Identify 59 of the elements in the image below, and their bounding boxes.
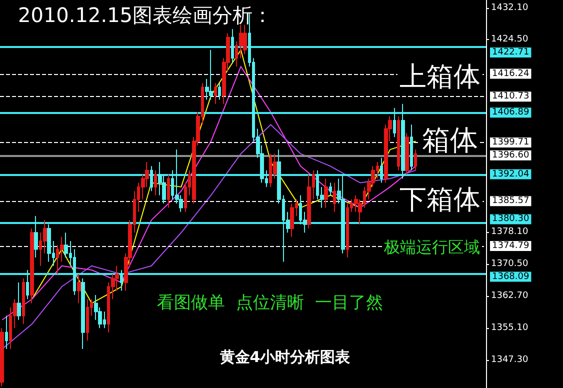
candlestick [5,315,8,350]
ref-line-label: 1374.79 [492,240,530,251]
candlestick [341,174,345,254]
candlestick [47,224,51,262]
candlestick [324,178,328,208]
candlestick [231,28,234,63]
y-tick-label: 1355.10 [491,322,528,333]
ref-line-label: 1422.71 [492,47,530,58]
ref-line-label: 1380.30 [492,214,530,224]
ref-line-label: 1406.89 [492,108,530,118]
annotation: 极端运行区域 [383,238,480,256]
ref-line-label: 1396.60 [492,150,530,160]
y-tick-label: 1370.50 [491,258,528,269]
candlestick [17,282,21,320]
candlestick [30,228,34,304]
candlestick [290,203,294,238]
candlestick [410,124,413,171]
y-tick-label: 1362.70 [491,291,528,302]
candlestick [209,49,213,100]
candlestick [120,270,123,292]
candlestick [329,182,332,196]
annotation: 箱体 [422,124,478,156]
ref-line-label: 1399.71 [492,137,530,148]
y-tick-label: 1432.10 [491,2,528,13]
candlestick [243,24,247,55]
candlestick [307,174,311,229]
candlestick [22,278,25,325]
candlestick [405,132,409,175]
candlestick [346,203,349,258]
annotation: 上箱体 [400,62,480,92]
ref-line-label: 1368.09 [492,272,530,282]
candlestick [414,149,417,171]
candlestick [154,170,157,196]
candlestick [26,270,29,300]
candlestick [0,328,4,387]
candlestick [167,174,170,208]
candlestick [218,82,221,100]
candlestick [86,298,89,342]
ref-line-label: 1410.73 [492,92,530,102]
annotation: 看图做单 点位清晰 一目了然 [157,293,383,313]
y-tick-label: 1347.30 [491,355,528,366]
candlestick [150,166,153,192]
ref-line-label: 1416.24 [492,68,530,79]
candlestick [393,108,396,138]
candlestick [214,82,217,104]
candlestick [333,182,336,212]
candlestick [81,278,85,350]
annotation: 下箱体 [400,184,480,216]
candlestick [77,274,81,304]
chart-title: 2010.12.15图表绘画分析： [18,3,273,27]
annotation: 黄金4小时分析图表 [218,348,352,366]
ref-line-label: 1392.04 [492,169,530,180]
candlestick [34,216,38,258]
ref-line-label: 1385.57 [492,196,530,206]
y-tick-label: 1378.10 [491,227,528,238]
candlestick [380,157,383,184]
y-tick-label: 1424.50 [491,34,528,44]
candlestick [397,116,400,171]
candlestick [401,103,405,180]
